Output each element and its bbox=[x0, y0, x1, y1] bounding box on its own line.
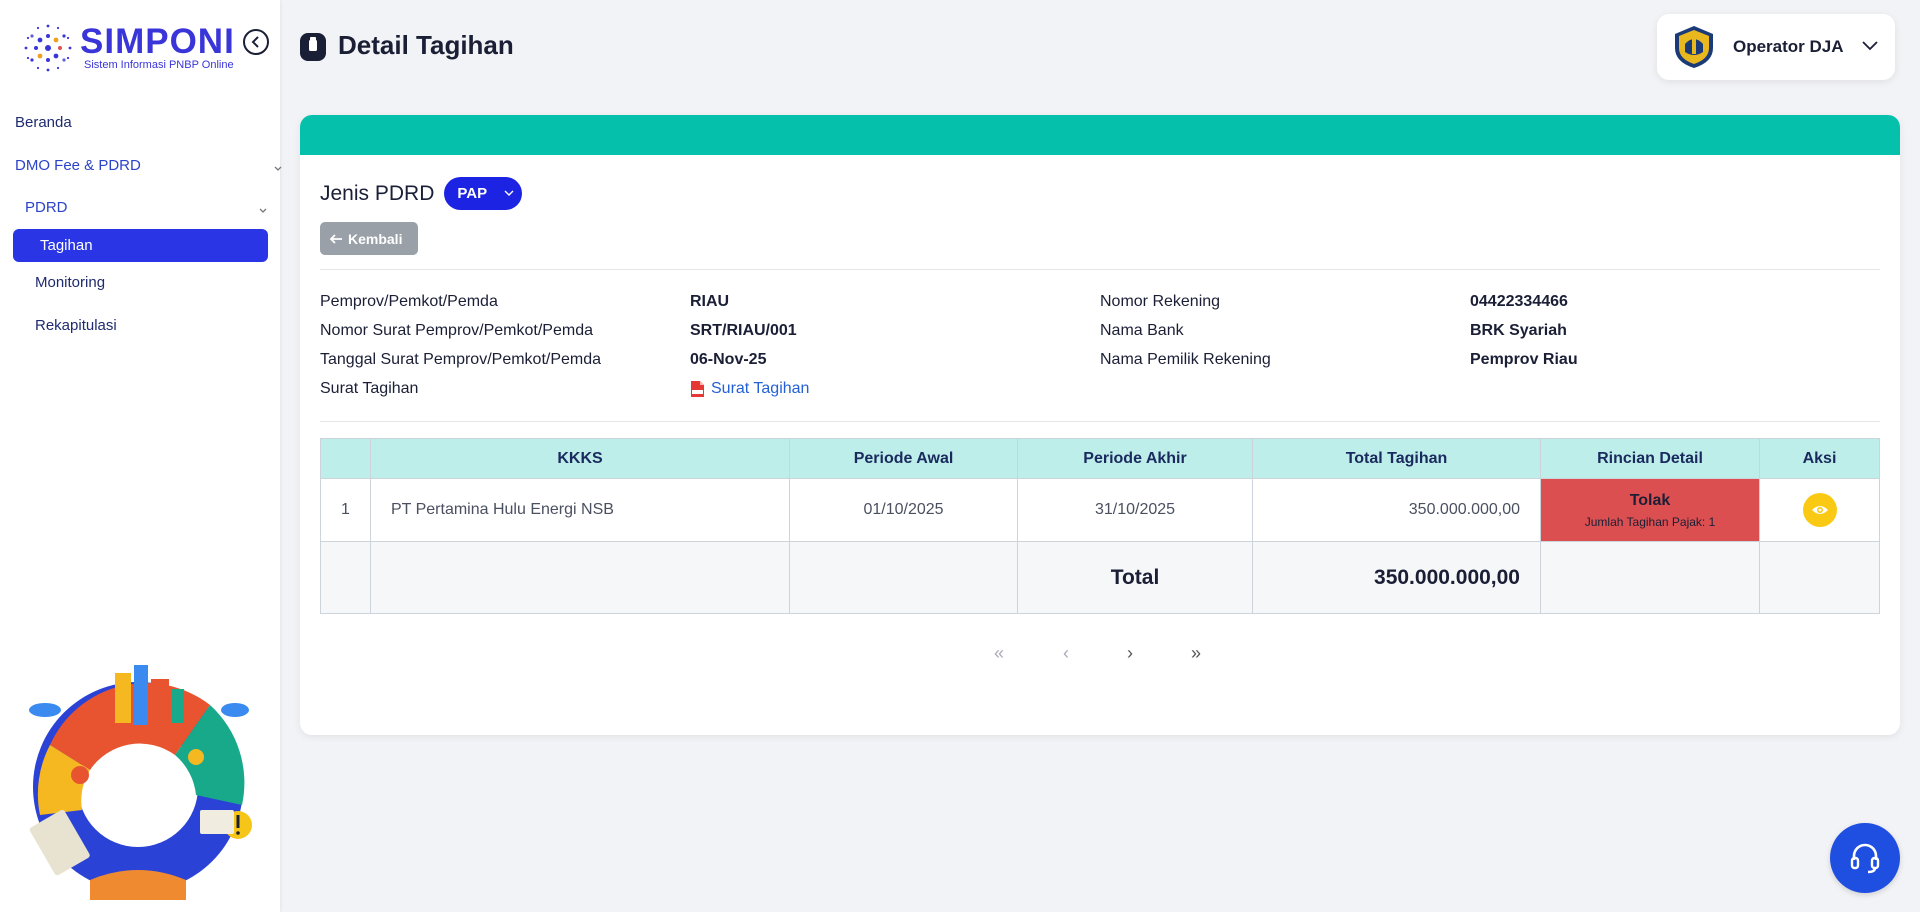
pagination-prev-button[interactable]: ‹ bbox=[1063, 643, 1069, 663]
info-label-tanggal-surat: Tanggal Surat Pemprov/Pemkot/Pemda bbox=[320, 351, 602, 368]
collapse-icon bbox=[251, 36, 259, 48]
user-menu[interactable]: Operator DJA bbox=[1657, 14, 1895, 80]
surat-tagihan-link-label: Surat Tagihan bbox=[711, 380, 810, 397]
divider bbox=[320, 269, 1880, 270]
column-header-aksi: Aksi bbox=[1759, 438, 1880, 479]
pagination-next-button[interactable]: › bbox=[1127, 643, 1133, 663]
help-button[interactable] bbox=[1830, 823, 1900, 893]
chevron-down-icon bbox=[1862, 41, 1878, 51]
sidebar-item-label: Beranda bbox=[15, 114, 72, 131]
garuda-emblem-icon bbox=[1675, 26, 1713, 68]
brand-name: SIMPONI bbox=[80, 22, 235, 61]
info-label-nomor-surat: Nomor Surat Pemprov/Pemkot/Pemda bbox=[320, 322, 593, 339]
total-label: Total bbox=[1017, 541, 1253, 614]
cell-kkks: PT Pertamina Hulu Energi NSB bbox=[370, 478, 790, 542]
sidebar-item-monitoring[interactable]: Monitoring bbox=[35, 274, 105, 291]
pagination-first-button[interactable]: « bbox=[994, 643, 1005, 663]
sidebar-item-beranda[interactable]: Beranda bbox=[15, 114, 72, 131]
column-header-rincian-detail: Rincian Detail bbox=[1540, 438, 1760, 479]
document-icon bbox=[300, 32, 326, 61]
info-value-pemprov: RIAU bbox=[690, 293, 730, 310]
cell-empty bbox=[789, 541, 1018, 614]
status-note: Jumlah Tagihan Pajak: 1 bbox=[1584, 514, 1716, 529]
column-header-kkks: KKKS bbox=[370, 438, 790, 479]
sidebar-item-label: DMO Fee & PDRD bbox=[15, 157, 141, 174]
info-value-nomor-rekening: 04422334466 bbox=[1470, 293, 1568, 310]
cell-aksi bbox=[1759, 478, 1880, 542]
jenis-pdrd-filter: Jenis PDRD PAP bbox=[320, 177, 523, 210]
simponi-logo-icon bbox=[24, 24, 72, 72]
detail-card: Jenis PDRD PAP Kembali Pemprov/Pemkot/Pe… bbox=[300, 115, 1900, 735]
table-row: 1 PT Pertamina Hulu Energi NSB 01/10/202… bbox=[320, 478, 1880, 542]
eye-icon bbox=[1811, 506, 1828, 514]
cell-empty bbox=[320, 541, 371, 614]
total-value: 350.000.000,00 bbox=[1252, 541, 1541, 614]
status-badge: Tolak Jumlah Tagihan Pajak: 1 bbox=[1540, 478, 1760, 542]
cell-periode-awal: 01/10/2025 bbox=[789, 478, 1018, 542]
headset-icon bbox=[1850, 843, 1880, 874]
column-header-periode-akhir: Periode Akhir bbox=[1017, 438, 1253, 479]
info-label-nomor-rekening: Nomor Rekening bbox=[1100, 293, 1221, 310]
info-label-nama-pemilik: Nama Pemilik Rekening bbox=[1100, 351, 1271, 368]
view-detail-button[interactable] bbox=[1802, 493, 1837, 527]
info-label-pemprov: Pemprov/Pemkot/Pemda bbox=[320, 293, 498, 310]
sidebar-item-pdrd[interactable]: PDRD bbox=[25, 199, 275, 216]
sidebar-item-label: Rekapitulasi bbox=[35, 317, 117, 334]
sidebar-item-dmo-fee-pdrd[interactable]: DMO Fee & PDRD bbox=[15, 157, 282, 174]
page-header: Detail Tagihan bbox=[300, 30, 514, 61]
brand-tagline: Sistem Informasi PNBP Online bbox=[84, 59, 234, 71]
column-header-no bbox=[320, 438, 371, 479]
chevron-down-icon bbox=[274, 166, 282, 171]
pagination-last-button[interactable]: » bbox=[1191, 643, 1202, 663]
cell-total-tagihan: 350.000.000,00 bbox=[1252, 478, 1541, 542]
cell-empty bbox=[1540, 541, 1760, 614]
jenis-pdrd-select[interactable]: PAP bbox=[444, 177, 523, 210]
table-total-row: Total 350.000.000,00 bbox=[320, 541, 1880, 614]
info-value-nama-pemilik: Pemprov Riau bbox=[1470, 351, 1578, 368]
info-value-tanggal-surat: 06-Nov-25 bbox=[690, 351, 767, 368]
chevron-down-icon bbox=[259, 208, 267, 213]
cell-empty bbox=[370, 541, 790, 614]
info-label-surat-tagihan: Surat Tagihan bbox=[320, 380, 419, 397]
column-header-periode-awal: Periode Awal bbox=[789, 438, 1018, 479]
info-value-nomor-surat: SRT/RIAU/001 bbox=[690, 322, 797, 339]
sidebar-collapse-button[interactable] bbox=[243, 29, 269, 55]
info-label-nama-bank: Nama Bank bbox=[1100, 322, 1184, 339]
sidebar: SIMPONI Sistem Informasi PNBP Online Ber… bbox=[0, 0, 282, 912]
cell-empty bbox=[1759, 541, 1880, 614]
info-value-nama-bank: BRK Syariah bbox=[1470, 322, 1567, 339]
sidebar-item-rekapitulasi[interactable]: Rekapitulasi bbox=[35, 317, 117, 334]
divider bbox=[320, 421, 1880, 422]
sidebar-item-label: PDRD bbox=[25, 199, 68, 216]
back-button[interactable]: Kembali bbox=[320, 222, 418, 255]
tagihan-table: KKKS Periode Awal Periode Akhir Total Ta… bbox=[320, 438, 1880, 614]
sidebar-item-label: Tagihan bbox=[40, 237, 93, 254]
cell-periode-akhir: 31/10/2025 bbox=[1017, 478, 1253, 542]
surat-tagihan-link[interactable]: Surat Tagihan bbox=[690, 380, 809, 398]
arrow-left-icon bbox=[329, 233, 342, 244]
column-header-total-tagihan: Total Tagihan bbox=[1252, 438, 1541, 479]
sidebar-illustration bbox=[29, 665, 252, 900]
sidebar-item-tagihan[interactable]: Tagihan bbox=[13, 229, 268, 262]
card-header-band bbox=[300, 115, 1900, 155]
jenis-pdrd-value: PAP bbox=[457, 185, 488, 202]
status-label: Tolak bbox=[1629, 491, 1671, 509]
user-name: Operator DJA bbox=[1733, 37, 1844, 56]
pdf-icon bbox=[691, 381, 704, 397]
cell-no: 1 bbox=[320, 478, 371, 542]
table-header-row: KKKS Periode Awal Periode Akhir Total Ta… bbox=[320, 438, 1880, 479]
page-title: Detail Tagihan bbox=[338, 30, 514, 60]
jenis-pdrd-label: Jenis PDRD bbox=[320, 181, 435, 205]
logo[interactable]: SIMPONI Sistem Informasi PNBP Online bbox=[18, 18, 235, 78]
chevron-down-icon bbox=[504, 190, 514, 196]
back-button-label: Kembali bbox=[348, 230, 403, 247]
sidebar-item-label: Monitoring bbox=[35, 274, 106, 291]
